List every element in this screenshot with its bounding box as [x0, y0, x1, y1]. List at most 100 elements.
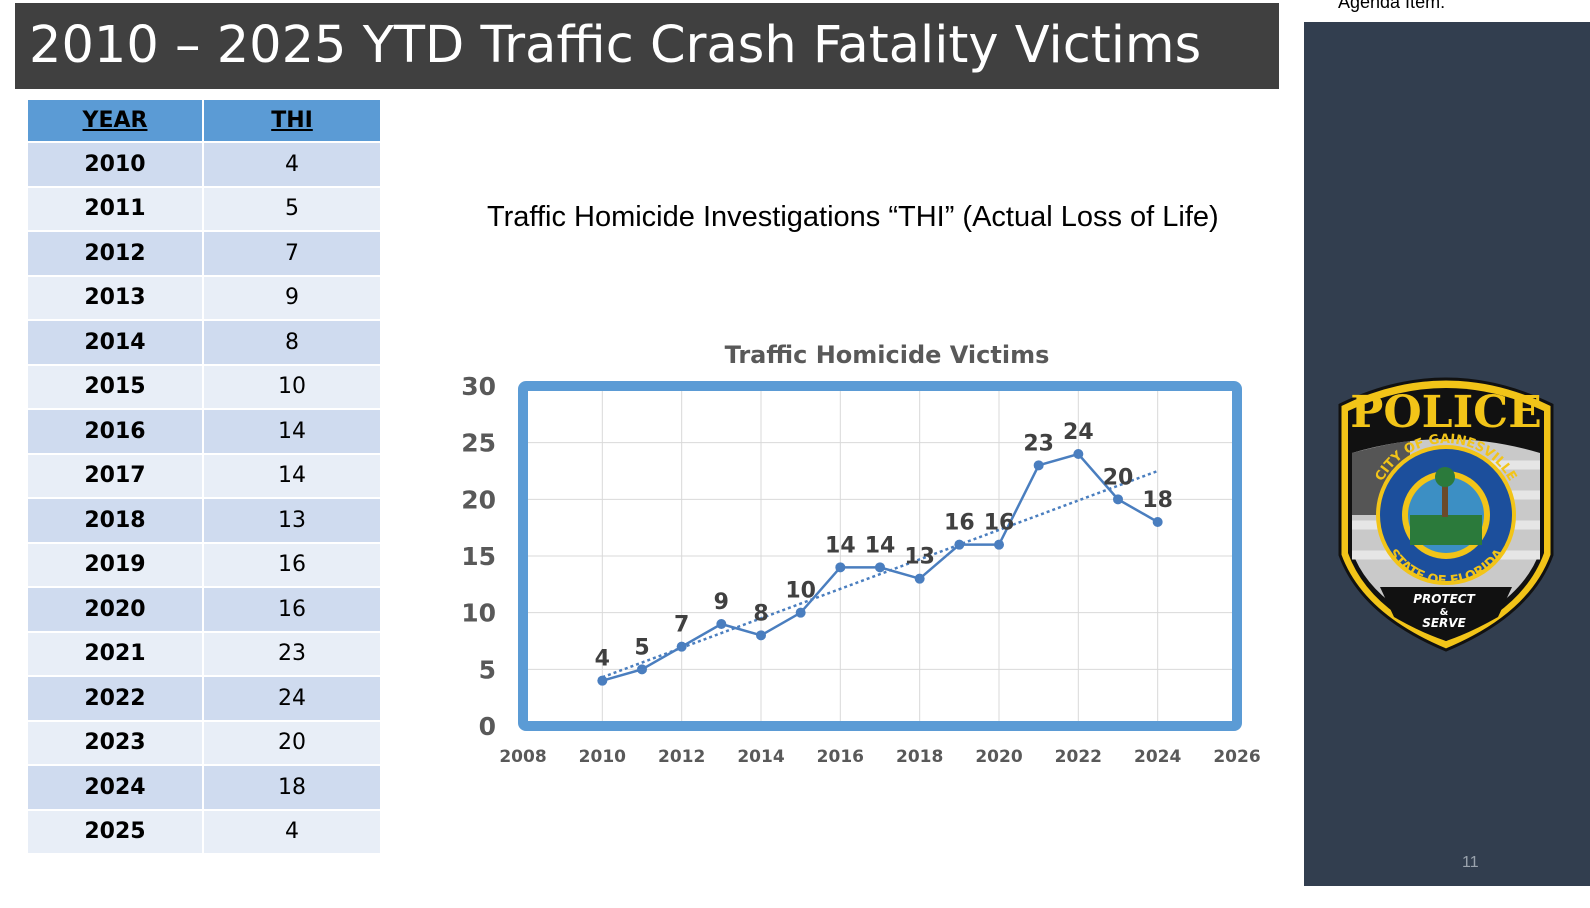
badge-motto-1: PROTECT	[1413, 592, 1475, 606]
thi-cell: 20	[202, 719, 382, 766]
data-label: 9	[714, 590, 729, 615]
thi-cell: 23	[202, 630, 382, 677]
badge-title: POLICE	[1350, 387, 1542, 438]
year-cell: 2025	[26, 808, 204, 855]
title-bar: 2010 – 2025 YTD Traffic Crash Fatality V…	[15, 3, 1279, 89]
year-cell: 2012	[26, 230, 204, 277]
thi-cell: 16	[202, 541, 382, 588]
thi-cell: 7	[202, 230, 382, 277]
plot-border	[518, 381, 1242, 731]
data-point	[1073, 449, 1084, 459]
data-point	[835, 562, 846, 573]
x-tick-label: 2020	[975, 747, 1022, 767]
data-label: 5	[634, 635, 649, 660]
data-point	[756, 630, 766, 641]
year-cell: 2018	[26, 497, 204, 544]
thi-cell: 9	[202, 274, 382, 321]
table-row: 2023 20	[26, 719, 382, 766]
thi-cell: 10	[202, 363, 382, 410]
year-cell: 2024	[26, 764, 204, 811]
y-tick-label: 20	[461, 485, 496, 514]
table-row: 2017 14	[26, 452, 382, 499]
table-row: 2014 8	[26, 319, 382, 366]
table-row: 2021 23	[26, 630, 382, 677]
data-label: 23	[1023, 431, 1054, 456]
column-header-year: YEAR	[26, 98, 204, 143]
y-tick-label: 15	[461, 542, 496, 571]
data-point	[597, 675, 608, 686]
x-tick-label: 2024	[1134, 747, 1181, 767]
data-label: 14	[865, 533, 896, 558]
x-tick-label: 2022	[1055, 747, 1102, 767]
data-point	[1033, 460, 1044, 471]
badge-motto-2: &	[1440, 607, 1449, 618]
year-cell: 2014	[26, 319, 204, 366]
table-row: 2010 4	[26, 141, 382, 188]
year-cell: 2023	[26, 719, 204, 766]
data-label: 20	[1103, 465, 1134, 490]
data-label: 14	[825, 533, 856, 558]
year-cell: 2010	[26, 141, 204, 188]
data-label: 7	[674, 613, 689, 638]
table-row: 2022 24	[26, 675, 382, 722]
year-cell: 2017	[26, 452, 204, 499]
chart-title: Traffic Homicide Victims	[725, 341, 1050, 369]
page-number: 11	[1462, 854, 1479, 871]
chart-heading: Traffic Homicide Investigations “THI” (A…	[487, 201, 1219, 233]
x-tick-label: 2012	[658, 747, 705, 767]
thi-cell: 8	[202, 319, 382, 366]
data-point	[954, 539, 965, 550]
data-point	[676, 641, 687, 652]
thi-cell: 18	[202, 764, 382, 811]
data-label: 4	[595, 647, 610, 672]
year-cell: 2016	[26, 408, 204, 455]
data-point	[637, 664, 647, 675]
data-label: 8	[753, 601, 768, 626]
year-cell: 2011	[26, 185, 204, 232]
data-point	[994, 539, 1004, 550]
data-label: 18	[1142, 488, 1173, 513]
data-point	[875, 562, 885, 573]
year-cell: 2015	[26, 363, 204, 410]
x-tick-label: 2016	[817, 747, 864, 767]
y-tick-label: 30	[461, 372, 496, 401]
table-row: 2020 16	[26, 586, 382, 633]
thi-cell: 5	[202, 185, 382, 232]
year-cell: 2022	[26, 675, 204, 722]
data-point	[914, 573, 925, 584]
thi-cell: 24	[202, 675, 382, 722]
year-cell: 2013	[26, 274, 204, 321]
data-point	[795, 607, 806, 618]
x-tick-label: 2014	[737, 747, 784, 767]
year-cell: 2021	[26, 630, 204, 677]
table-row: 2011 5	[26, 185, 382, 232]
table-row: 2012 7	[26, 230, 382, 277]
thi-cell: 4	[202, 808, 382, 855]
table-header-row: YEAR THI	[26, 98, 382, 143]
thi-cell: 14	[202, 408, 382, 455]
year-cell: 2020	[26, 586, 204, 633]
y-tick-label: 5	[479, 655, 496, 684]
x-tick-label: 2008	[499, 747, 546, 767]
thi-cell: 16	[202, 586, 382, 633]
badge-motto-3: SERVE	[1422, 616, 1466, 630]
table-row: 2019 16	[26, 541, 382, 588]
slide-title: 2010 – 2025 YTD Traffic Crash Fatality V…	[29, 16, 1202, 75]
data-point	[1113, 494, 1123, 505]
data-label: 16	[984, 511, 1015, 536]
thi-table: YEAR THI 2010 4 2011 5 2012 7 2013 9 2014 8 2015 10…	[26, 98, 382, 855]
table-row: 2018 13	[26, 497, 382, 544]
data-label: 16	[944, 511, 975, 536]
data-label: 24	[1063, 420, 1094, 445]
column-header-thi: THI	[202, 98, 382, 143]
agenda-item-label: Agenda Item:	[1338, 0, 1446, 12]
thi-cell: 4	[202, 141, 382, 188]
y-tick-label: 10	[461, 599, 496, 628]
thi-cell: 14	[202, 452, 382, 499]
table-row: 2025 4	[26, 808, 382, 855]
thi-cell: 13	[202, 497, 382, 544]
trendline	[601, 469, 1159, 679]
year-cell: 2019	[26, 541, 204, 588]
data-label: 13	[904, 545, 935, 570]
